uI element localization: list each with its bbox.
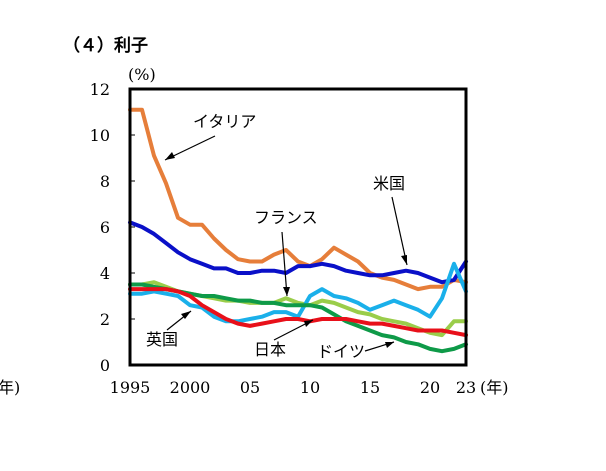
y-tick-label: 10 bbox=[90, 126, 110, 145]
label-germany: ドイツ bbox=[317, 342, 365, 361]
arrowhead-usa bbox=[401, 255, 407, 265]
y-unit-label: (%) bbox=[128, 65, 156, 84]
series-line-5 bbox=[128, 287, 468, 338]
label-france: フランス bbox=[254, 208, 318, 227]
series-line-0 bbox=[128, 107, 468, 292]
label-italy: イタリア bbox=[193, 112, 256, 131]
series-line-1 bbox=[128, 220, 468, 285]
x-tick-label: 23 bbox=[456, 378, 476, 397]
series-line-3 bbox=[128, 261, 468, 324]
chart-heading: （４）利子 bbox=[63, 35, 148, 56]
y-tick-label: 8 bbox=[100, 172, 110, 191]
label-uk: 英国 bbox=[146, 330, 178, 349]
plot-frame bbox=[128, 87, 468, 367]
arrow-usa bbox=[391, 196, 408, 266]
x-unit-label: (年) bbox=[480, 378, 509, 397]
arrowhead-france bbox=[283, 287, 290, 296]
y-axis: 0 2 4 6 8 10 12 bbox=[90, 80, 135, 375]
x-tick-label: 15 bbox=[360, 378, 380, 397]
x-axis: 1995 2000 05 10 15 20 23 bbox=[110, 378, 477, 397]
arrowhead-uk bbox=[181, 311, 191, 319]
y-tick-label: 6 bbox=[100, 218, 110, 237]
annotations: イタリア 米国 フランス 英国 日本 ドイツ bbox=[146, 112, 408, 361]
y-tick-label: 12 bbox=[90, 80, 110, 99]
x-tick-label: 2000 bbox=[170, 378, 211, 397]
y-tick-label: 2 bbox=[100, 310, 110, 329]
arrow-france bbox=[281, 231, 288, 297]
y-tick-label: 4 bbox=[100, 264, 110, 283]
arrowhead-germany bbox=[385, 342, 394, 348]
arrowhead-italy bbox=[165, 152, 175, 160]
label-usa: 米国 bbox=[373, 174, 405, 193]
series-layer bbox=[128, 107, 468, 354]
arrowhead-japan bbox=[304, 320, 313, 327]
x-tick-label: 10 bbox=[300, 378, 320, 397]
x-tick-label: 1995 bbox=[110, 378, 151, 397]
y-tick-label: 0 bbox=[100, 356, 110, 375]
x-tick-label: 05 bbox=[240, 378, 260, 397]
x-tick-label: 20 bbox=[420, 378, 440, 397]
left-edge-year-label: 年) bbox=[0, 378, 20, 397]
label-japan: 日本 bbox=[254, 340, 286, 359]
